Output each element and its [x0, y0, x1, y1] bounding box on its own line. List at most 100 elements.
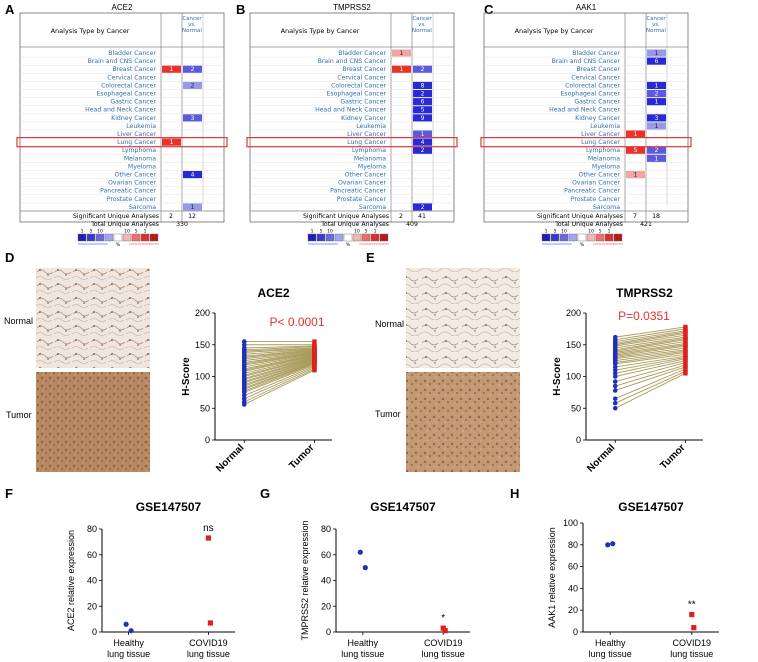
pair-line	[615, 364, 686, 387]
oncomine-footer-total: Total Unique Analyses	[320, 221, 389, 228]
point-normal	[612, 396, 618, 402]
oncomine-cancer-label: Gastric Cancer	[574, 99, 620, 106]
pair-line	[615, 368, 686, 400]
oncomine-cell-value: 1	[421, 131, 425, 138]
panel-label-c: C	[484, 2, 494, 17]
oncomine-cell-value: 2	[421, 66, 425, 73]
legend-number: 1	[81, 229, 84, 235]
oncomine-cancer-label: Liver Cancer	[117, 131, 156, 138]
pair-line	[615, 355, 686, 368]
pair-line	[244, 356, 315, 374]
oncomine-header-type: Analysis Type by Cancer	[515, 27, 594, 35]
oncomine-cell-value: 3	[655, 115, 659, 122]
oncomine-panel-aak1: AAK1 Analysis Type by Cancer Cancervs.Norm…	[480, 3, 692, 248]
oncomine-legend: 1 5 10 10 5 1%	[77, 229, 159, 248]
x-category-label: Tumor	[658, 442, 687, 471]
point-normal	[612, 374, 618, 379]
legend-swatch	[131, 233, 141, 242]
oncomine-cell-value: 9	[421, 115, 425, 122]
point-normal	[241, 342, 247, 348]
oncomine-cell-up	[626, 171, 645, 179]
oncomine-cancer-label: Other Cancer	[579, 172, 621, 179]
y-tick-label: 80	[87, 524, 97, 534]
legend-swatch	[550, 233, 560, 242]
oncomine-header-cvn: Cancer	[182, 16, 202, 22]
oncomine-cancer-label: Pancreatic Cancer	[330, 188, 386, 195]
pair-line	[615, 349, 686, 360]
pair-line	[244, 354, 315, 370]
oncomine-cancer-label: Ovarian Cancer	[338, 180, 387, 187]
pair-line	[244, 349, 315, 357]
oncomine-cell-down	[183, 203, 202, 211]
oncomine-cancer-label: Leukemia	[126, 123, 156, 130]
y-tick-label: 100	[566, 372, 581, 382]
oncomine-cell-down	[647, 154, 666, 162]
pair-line	[244, 361, 315, 387]
pair-line	[244, 355, 315, 371]
oncomine-legend: 1 5 10 10 5 1%	[541, 229, 623, 248]
y-tick-label: 100	[563, 518, 578, 528]
y-axis-label: H-Score	[552, 357, 563, 396]
pair-line	[244, 355, 315, 372]
pair-line	[244, 352, 315, 365]
legend-number: 5	[135, 229, 138, 235]
pair-line	[244, 350, 315, 358]
legend-number: 10	[588, 229, 594, 235]
oncomine-cancer-label: Kidney Cancer	[575, 115, 620, 122]
pair-line	[615, 334, 686, 347]
oncomine-cancer-label: Sarcoma	[593, 204, 620, 211]
y-tick-label: 20	[568, 605, 578, 615]
oncomine-cell-value: 2	[655, 147, 659, 154]
x-category-label: lung tissue	[187, 649, 230, 659]
legend-swatch	[343, 233, 353, 242]
point-tumor	[312, 367, 317, 373]
panel-label-g: G	[260, 486, 270, 501]
oncomine-cell-value: 2	[421, 91, 425, 98]
oncomine-header-cvn: Cancer	[412, 16, 432, 22]
x-category-label: lung tissue	[670, 649, 713, 659]
point-healthy	[362, 565, 368, 571]
oncomine-cancer-label: Colorectal Cancer	[331, 82, 386, 89]
oncomine-cancer-label: Prostate Cancer	[107, 196, 157, 203]
oncomine-cell-down	[413, 65, 432, 73]
y-tick-label: 60	[568, 562, 578, 572]
pair-line	[244, 353, 315, 368]
pair-line	[244, 369, 315, 405]
oncomine-cancer-label: Leukemia	[590, 123, 620, 130]
legend-swatch	[568, 233, 578, 242]
panel-label-a: A	[5, 2, 15, 17]
oncomine-cell-down	[647, 49, 666, 57]
legend-swatch	[361, 233, 371, 242]
legend-number: 5	[599, 229, 602, 235]
oncomine-total: 330	[176, 221, 188, 228]
oncomine-cell-value: 1	[655, 50, 659, 57]
y-tick-label: 60	[87, 550, 97, 560]
oncomine-cell-value: 5	[634, 147, 638, 154]
oncomine-cancer-label: Kidney Cancer	[341, 115, 386, 122]
oncomine-cancer-label: Lung Cancer	[347, 139, 386, 146]
pair-line	[615, 353, 686, 365]
oncomine-sig-down: 18	[652, 213, 660, 220]
pair-line	[615, 372, 686, 409]
chart-panel-e: TMPRSS2 0 50 100 150 200 H-Score Normal Tumor P=0…	[552, 286, 703, 474]
pair-line	[615, 326, 686, 338]
oncomine-cancer-label: Pancreatic Cancer	[100, 188, 156, 195]
p-value-annotation: P=0.0351	[618, 309, 670, 323]
ihc-tumor-label: Tumor	[6, 410, 32, 420]
y-axis-label: TMPRSS2 relative expression	[300, 520, 310, 640]
oncomine-cancer-label: Prostate Cancer	[337, 196, 387, 203]
point-tumor	[683, 371, 688, 376]
point-healthy	[605, 542, 611, 548]
pair-line	[244, 358, 315, 379]
legend-pct: %	[346, 242, 351, 248]
y-tick-label: 200	[195, 308, 210, 318]
oncomine-cell-value: 2	[421, 204, 425, 211]
oncomine-cancer-label: Lung Cancer	[117, 139, 156, 146]
legend-number: 5	[365, 229, 368, 235]
oncomine-cancer-label: Esophageal Cancer	[560, 91, 620, 98]
oncomine-cell-value: 1	[655, 123, 659, 130]
oncomine-gene-title: ACE2	[112, 3, 133, 12]
oncomine-cell-value: 1	[191, 204, 195, 211]
